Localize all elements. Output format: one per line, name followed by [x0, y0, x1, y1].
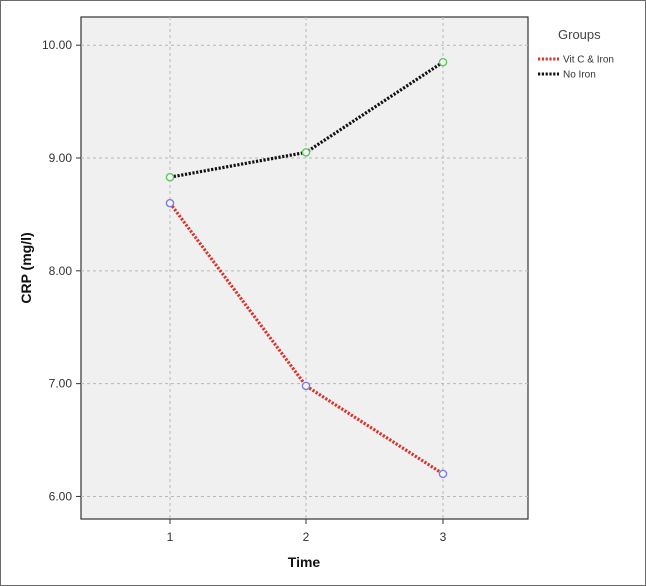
- data-point: [301, 381, 311, 391]
- axis-ticks: 1 2 3 6.00 7.00 8.00 9.00 10.00: [42, 38, 447, 544]
- legend-title: Groups: [558, 27, 601, 42]
- series-layer: [165, 57, 448, 479]
- x-tick-label: 1: [167, 530, 174, 544]
- y-axis-title: CRP (mg/l): [18, 232, 34, 303]
- x-tick-label: 3: [440, 530, 447, 544]
- y-tick-label: 7.00: [49, 377, 73, 391]
- data-point: [165, 172, 175, 182]
- legend-label: No Iron: [563, 70, 596, 81]
- y-tick-label: 6.00: [49, 489, 73, 503]
- series-line-0: [168, 202, 444, 476]
- legend: Groups Vit C & Iron No Iron: [538, 27, 614, 81]
- data-point: [165, 198, 175, 208]
- data-point: [438, 57, 448, 67]
- legend-label: Vit C & Iron: [563, 55, 614, 66]
- x-axis-title: Time: [288, 554, 321, 570]
- y-tick-label: 10.00: [42, 38, 72, 52]
- plot-area: [80, 16, 529, 520]
- grid-lines: [81, 17, 528, 519]
- y-tick-label: 9.00: [49, 151, 73, 165]
- data-point: [438, 469, 448, 479]
- x-tick-label: 2: [303, 530, 310, 544]
- data-point: [301, 148, 311, 157]
- y-tick-label: 8.00: [49, 264, 73, 278]
